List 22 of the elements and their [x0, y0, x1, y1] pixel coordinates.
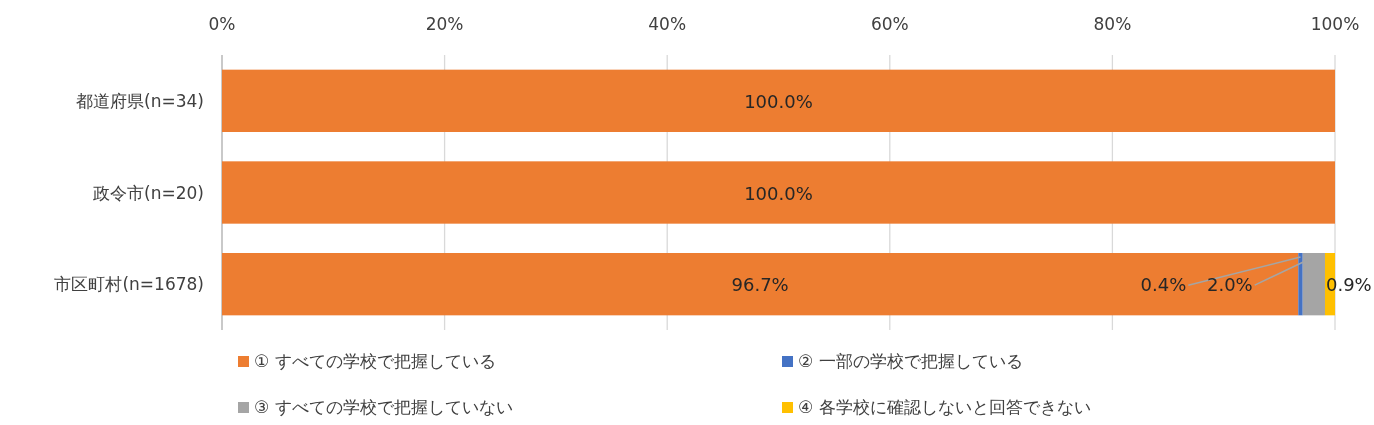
x-tick-label: 0%	[208, 14, 236, 34]
y-tick-label: 都道府県(n=34)	[76, 90, 204, 111]
bar	[1298, 253, 1303, 316]
legend-label: ② 一部の学校で把握している	[798, 351, 1023, 371]
x-tick-label: 80%	[1093, 14, 1132, 34]
bar	[222, 253, 1299, 316]
data-label: 100.0%	[744, 182, 813, 204]
y-tick-label: 政令市(n=20)	[93, 182, 204, 203]
data-label: 100.0%	[744, 90, 813, 112]
bar	[222, 69, 1335, 132]
data-label: 2.0%	[1206, 274, 1253, 296]
x-tick-label: 100%	[1310, 14, 1360, 34]
x-tick-label: 60%	[870, 14, 909, 34]
legend-label: ① すべての学校で把握している	[254, 351, 496, 371]
data-label: 96.7%	[731, 274, 789, 296]
y-tick-label: 市区町村(n=1678)	[54, 274, 204, 295]
x-tick-label: 40%	[648, 14, 687, 34]
legend-label: ④ 各学校に確認しないと回答できない	[798, 397, 1091, 417]
data-label: 0.4%	[1140, 274, 1187, 296]
bar	[222, 161, 1335, 224]
legend-label: ③ すべての学校で把握していない	[254, 397, 513, 417]
x-tick-label: 20%	[425, 14, 464, 34]
